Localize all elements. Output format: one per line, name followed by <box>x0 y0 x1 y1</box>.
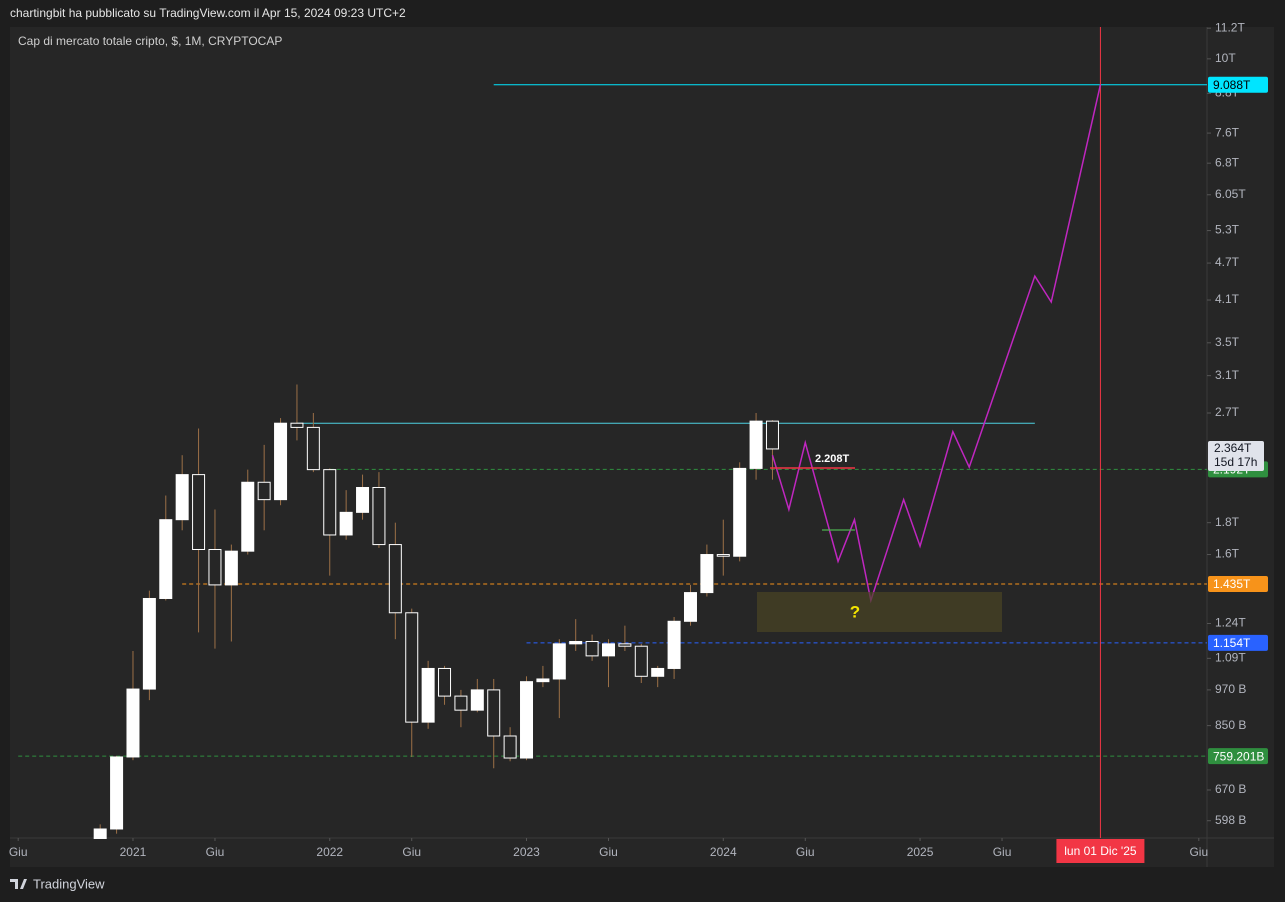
candle-body <box>716 554 730 557</box>
candle-body <box>257 481 271 501</box>
y-tick-label: 4.1T <box>1215 292 1240 306</box>
date-label: lun 01 Dic '25 <box>1064 844 1137 858</box>
candle-body <box>733 467 747 557</box>
candle-body <box>306 426 320 471</box>
footer-brand: TradingView <box>33 876 105 891</box>
candle-body <box>290 422 304 428</box>
x-tick-label: Giu <box>993 845 1012 859</box>
annotation-label: 2.208T <box>815 453 850 465</box>
header: chartingbit ha pubblicato su TradingView… <box>10 6 406 20</box>
countdown-label: 15d 17h <box>1214 455 1257 469</box>
y-tick-label: 5.3T <box>1215 223 1240 237</box>
x-tick-label: Giu <box>9 845 28 859</box>
y-tick-label: 7.6T <box>1215 125 1240 139</box>
level-label: 759.201B <box>1213 749 1264 763</box>
candle-body <box>372 486 386 546</box>
candle-body <box>159 519 173 599</box>
x-tick-label: 2021 <box>120 845 147 859</box>
y-tick-label: 850 B <box>1215 718 1246 732</box>
projection-line <box>771 84 1102 604</box>
candle-body <box>142 597 156 690</box>
candle-body <box>93 828 107 839</box>
candle-body <box>388 544 402 614</box>
candle-body <box>618 643 632 647</box>
candle-body <box>651 667 665 677</box>
y-tick-label: 10T <box>1215 51 1236 65</box>
candle-body <box>749 420 763 469</box>
x-tick-label: 2024 <box>710 845 737 859</box>
last-price-label: 2.364T <box>1214 441 1252 455</box>
candle-body <box>126 688 140 758</box>
level-label: 1.435T <box>1213 577 1251 591</box>
candle-body <box>487 689 501 737</box>
candle-body <box>110 756 124 830</box>
candle-body <box>683 592 697 622</box>
x-tick-label: Giu <box>1189 845 1208 859</box>
candle-body <box>667 620 681 669</box>
y-tick-label: 2.7T <box>1215 405 1240 419</box>
y-tick-label: 6.05T <box>1215 187 1246 201</box>
y-tick-label: 6.8T <box>1215 155 1240 169</box>
level-label-bg <box>1208 575 1268 592</box>
x-tick-label: Giu <box>402 845 421 859</box>
last-price-bg <box>1208 440 1264 471</box>
candle-body <box>552 643 566 680</box>
x-tick-label: Giu <box>796 845 815 859</box>
candle-body <box>339 511 353 536</box>
candle-body <box>208 549 222 586</box>
date-label-bg <box>1056 839 1145 863</box>
y-tick-label: 3.5T <box>1215 335 1240 349</box>
plot <box>18 27 1207 839</box>
logo: TradingView <box>10 876 105 891</box>
candle-body <box>634 645 648 677</box>
candle-body <box>224 550 238 586</box>
x-tick-label: Giu <box>206 845 225 859</box>
candle-body <box>700 554 714 594</box>
candle-body <box>569 641 583 645</box>
level-label-bg <box>1208 634 1268 651</box>
candle-body <box>520 681 534 759</box>
candle-body <box>454 695 468 711</box>
y-tick-label: 970 B <box>1215 682 1246 696</box>
zone-box <box>757 592 1002 632</box>
candle-body <box>274 422 288 501</box>
y-tick-label: 1.6T <box>1215 547 1240 561</box>
question-mark: ? <box>850 602 860 621</box>
candle-body <box>536 678 550 683</box>
candle-body <box>192 474 206 551</box>
x-tick-label: 2023 <box>513 845 540 859</box>
candle-body <box>323 469 337 536</box>
x-tick-label: Giu <box>599 845 618 859</box>
candle-body <box>241 481 255 552</box>
candle-body <box>602 643 615 657</box>
candle-body <box>175 474 189 521</box>
y-tick-label: 4.7T <box>1215 255 1240 269</box>
y-tick-label: 670 B <box>1215 782 1246 796</box>
level-label: 9.088T <box>1213 78 1251 92</box>
level-label-bg <box>1208 748 1268 765</box>
candle-body <box>438 667 452 697</box>
candle-body <box>765 420 779 450</box>
y-tick-label: 11.2T <box>1215 20 1245 34</box>
level-label-bg <box>1208 76 1268 93</box>
level-label: 1.154T <box>1213 636 1251 650</box>
chart-pane <box>10 27 1274 867</box>
candle-body <box>421 667 435 723</box>
candle-body <box>356 486 370 513</box>
candle-body <box>585 641 599 657</box>
y-tick-label: 1.8T <box>1215 515 1240 529</box>
legend: Cap di mercato totale cripto, $, 1M, CRY… <box>18 34 282 48</box>
x-tick-label: 2022 <box>316 845 343 859</box>
candle-body <box>503 735 517 759</box>
y-tick-label: 598 B <box>1215 813 1246 827</box>
logo-icon <box>10 879 27 889</box>
y-tick-label: 3.1T <box>1215 368 1240 382</box>
x-tick-label: 2025 <box>907 845 934 859</box>
candle-body <box>470 689 484 711</box>
y-tick-label: 1.24T <box>1215 616 1246 630</box>
candle-body <box>405 612 419 723</box>
y-tick-label: 1.09T <box>1215 651 1246 665</box>
